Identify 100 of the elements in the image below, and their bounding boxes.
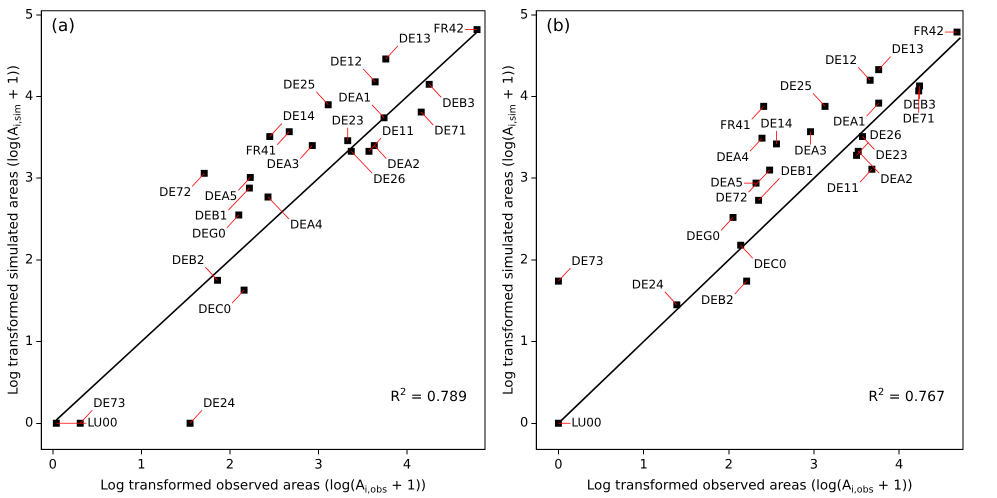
annotation: DE13: [892, 42, 924, 56]
point: [737, 242, 744, 249]
point: [426, 80, 433, 88]
annotation: DEG0: [686, 229, 720, 244]
x-tick-label: 2: [226, 458, 234, 473]
annotation: DE71: [902, 111, 935, 126]
annotation: DE11: [826, 180, 859, 195]
x-tick-label: 1: [137, 458, 146, 473]
annotation: FR42: [434, 22, 464, 36]
point: [755, 196, 762, 204]
annotation: LU00: [87, 415, 118, 430]
annotation: DE26: [870, 128, 902, 142]
point: [954, 28, 961, 36]
y-tick-label: 2: [24, 252, 34, 268]
annotation: DEA4: [290, 218, 323, 232]
point: [372, 78, 379, 86]
annotation: DE71: [434, 124, 466, 138]
annotation: DEA5: [204, 189, 238, 204]
annotation: FR42: [914, 24, 944, 38]
point: [853, 152, 860, 159]
annotation: DEA2: [880, 172, 913, 186]
point: [673, 301, 680, 308]
point: [822, 102, 828, 110]
y-tick-label: 1: [520, 334, 528, 349]
x-tick-label: 3: [810, 458, 818, 473]
y-tick-label: 5: [24, 7, 34, 22]
point: [308, 142, 316, 150]
annotation: FR41: [720, 118, 751, 132]
point: [758, 134, 766, 142]
point: [366, 148, 372, 155]
annotation: DEA2: [387, 157, 420, 172]
annotation: DEC0: [754, 256, 787, 271]
y-tick-label: 5: [520, 7, 528, 22]
annotation: DE25: [780, 78, 812, 93]
annotation: DE23: [332, 113, 364, 128]
annotation: DEA1: [338, 90, 372, 104]
annotation: DEA3: [794, 143, 827, 158]
y-tick-label: 1: [24, 334, 34, 349]
annotation: DEB3: [442, 96, 475, 110]
annotation: DEA5: [710, 175, 744, 190]
y-tick-label: 4: [24, 88, 34, 104]
y-tick-label: 2: [520, 252, 528, 268]
annotation: DEA3: [266, 157, 300, 172]
point: [474, 26, 480, 34]
point: [766, 166, 774, 174]
annotation: DEG0: [192, 226, 226, 241]
annotation: DE72: [159, 184, 192, 199]
y-tick-label: 3: [24, 170, 34, 186]
chart-title: (a): [51, 16, 75, 36]
point: [554, 420, 562, 427]
annotation: DE24: [203, 396, 236, 410]
annotation: DEA4: [716, 150, 749, 164]
annotation: DEB1: [194, 208, 228, 223]
annotation: DE12: [330, 54, 362, 68]
x-tick-label: 3: [314, 458, 323, 473]
x-tick-label: 0: [48, 458, 57, 473]
annotation: DEB1: [780, 164, 814, 178]
annotation: DE73: [93, 396, 126, 410]
y-tick-label: 0: [24, 416, 34, 431]
y-tick-label: 3: [520, 170, 528, 186]
annotation: DE14: [282, 109, 315, 124]
point: [246, 174, 254, 181]
x-tick-label: 2: [724, 458, 733, 473]
point: [382, 56, 390, 62]
point: [214, 276, 221, 284]
point: [344, 137, 352, 144]
x-tick-label: 4: [402, 458, 412, 473]
annotation: DE73: [571, 254, 604, 268]
point: [875, 66, 882, 74]
point: [380, 114, 388, 122]
annotation: DE13: [398, 32, 431, 46]
point: [807, 128, 814, 136]
annotation: DEB2: [700, 292, 734, 307]
y-axis-title: Log transformed simulated areas (log(Ai,sim + 1)): [500, 65, 519, 396]
annotation: DE12: [825, 52, 858, 67]
annotation: DE23: [875, 148, 908, 162]
annotation: DEA1: [833, 114, 866, 129]
point: [772, 140, 780, 148]
annotation: DE11: [382, 124, 414, 138]
point: [875, 100, 882, 107]
point: [743, 278, 750, 285]
y-tick-label: 4: [520, 88, 528, 104]
annotation: DE25: [283, 77, 316, 92]
annotation: DE24: [632, 277, 664, 292]
annotation: DEB2: [172, 252, 205, 267]
annotation: DEC0: [198, 302, 232, 316]
x-tick-label: 4: [894, 458, 904, 473]
y-axis-title: Log transformed simulated areas (log(Ai,sim + 1)): [6, 65, 24, 396]
annotation: DE26: [373, 172, 406, 186]
annotation: LU00: [571, 415, 602, 430]
chart-title: (b): [546, 16, 570, 36]
point: [52, 420, 60, 427]
point: [760, 102, 768, 110]
point: [240, 286, 248, 294]
x-tick-label: 0: [554, 458, 563, 473]
annotation: DE72: [716, 190, 748, 205]
y-tick-label: 0: [520, 416, 528, 431]
point: [859, 133, 866, 140]
annotation: FR41: [246, 143, 276, 158]
x-tick-label: 1: [639, 458, 648, 473]
